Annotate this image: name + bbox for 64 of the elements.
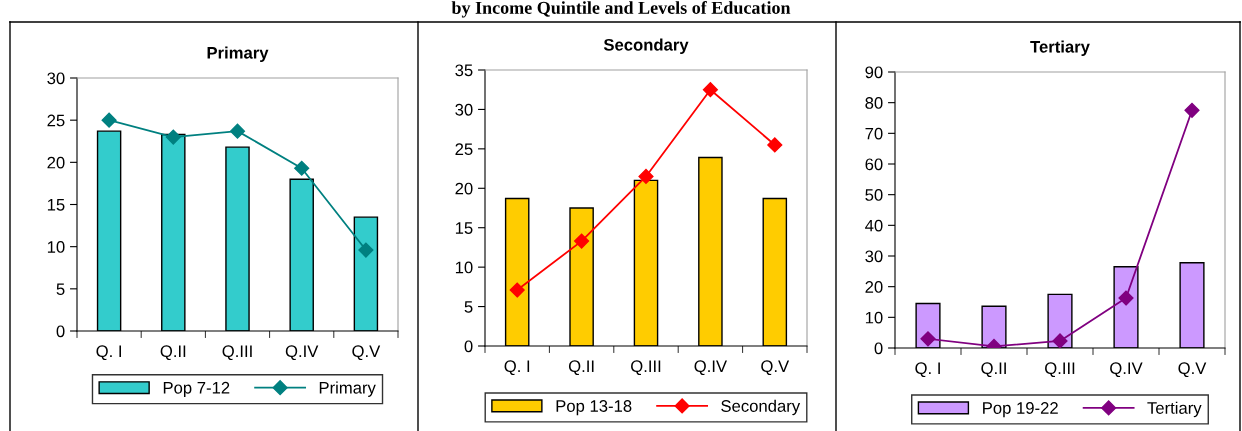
- x-tick-label: Q.V: [352, 345, 381, 361]
- y-tick-label: 30: [455, 103, 473, 116]
- chart-title: Primary: [207, 46, 269, 63]
- point: [574, 233, 590, 249]
- y-tick-label: 20: [865, 281, 883, 293]
- legend-label: Secondary: [721, 399, 801, 416]
- x-tick-label: Q.III: [222, 345, 252, 361]
- legend-label: Primary: [319, 381, 376, 397]
- y-tick-label: 10: [455, 261, 473, 274]
- point: [229, 123, 246, 139]
- y-tick-label: 0: [874, 342, 883, 355]
- y-tick-label: 20: [455, 182, 473, 195]
- y-tick-label: 25: [47, 114, 65, 127]
- y-tick-label: 25: [455, 143, 473, 156]
- chart-title: Secondary: [603, 38, 689, 55]
- point: [165, 129, 181, 145]
- x-tick-label: Q. I: [915, 362, 940, 378]
- y-tick-label: 5: [56, 283, 65, 296]
- y-tick-label: 5: [464, 301, 473, 313]
- chart-title: Tertiary: [1030, 40, 1090, 57]
- point: [920, 331, 936, 347]
- x-tick-label: Q. I: [96, 345, 121, 361]
- legend-label: Pop 7-12: [163, 381, 230, 397]
- point: [702, 82, 718, 98]
- point: [1118, 290, 1134, 306]
- x-tick-label: Q.II: [568, 360, 594, 376]
- legend-label: Pop 13-18: [556, 400, 632, 416]
- y-tick-label: 60: [865, 158, 883, 171]
- point: [638, 168, 654, 185]
- x-tick-label: Q. I: [504, 360, 530, 376]
- y-tick-label: 70: [865, 127, 883, 140]
- x-tick-label: Q.V: [761, 360, 790, 376]
- point: [294, 160, 310, 176]
- y-tick-label: 80: [865, 97, 883, 109]
- y-tick-label: 30: [47, 72, 65, 85]
- x-tick-label: Q.II: [160, 345, 186, 361]
- text: by Income Quintile and Levels of Education: [451, 1, 791, 18]
- y-tick-label: 15: [455, 222, 473, 234]
- x-tick-label: Q.IV: [694, 360, 727, 376]
- point: [767, 137, 783, 153]
- x-tick-label: Q.IV: [285, 345, 319, 361]
- y-tick-label: 90: [865, 66, 883, 79]
- point: [101, 112, 117, 128]
- x-tick-label: Q.III: [1045, 362, 1075, 378]
- y-tick-label: 50: [865, 189, 883, 201]
- y-tick-label: 10: [865, 311, 883, 324]
- point: [1184, 102, 1200, 118]
- legend-label: Tertiary: [1147, 401, 1202, 418]
- y-tick-label: 0: [56, 325, 65, 338]
- y-tick-label: 0: [464, 340, 473, 353]
- point: [358, 242, 374, 258]
- y-tick-label: 15: [47, 199, 65, 211]
- y-tick-label: 10: [47, 241, 65, 253]
- y-tick-label: 35: [455, 64, 473, 77]
- x-tick-label: Q.V: [1178, 362, 1207, 378]
- point: [1052, 333, 1068, 348]
- x-tick-label: Q.II: [981, 362, 1006, 378]
- x-tick-label: Q.IV: [1110, 362, 1143, 378]
- y-tick-label: 20: [47, 156, 65, 169]
- x-tick-label: Q.III: [631, 360, 661, 376]
- legend-label: Pop 19-22: [983, 402, 1058, 418]
- y-tick-label: 30: [865, 250, 883, 263]
- point: [509, 282, 525, 298]
- y-tick-label: 40: [865, 219, 883, 232]
